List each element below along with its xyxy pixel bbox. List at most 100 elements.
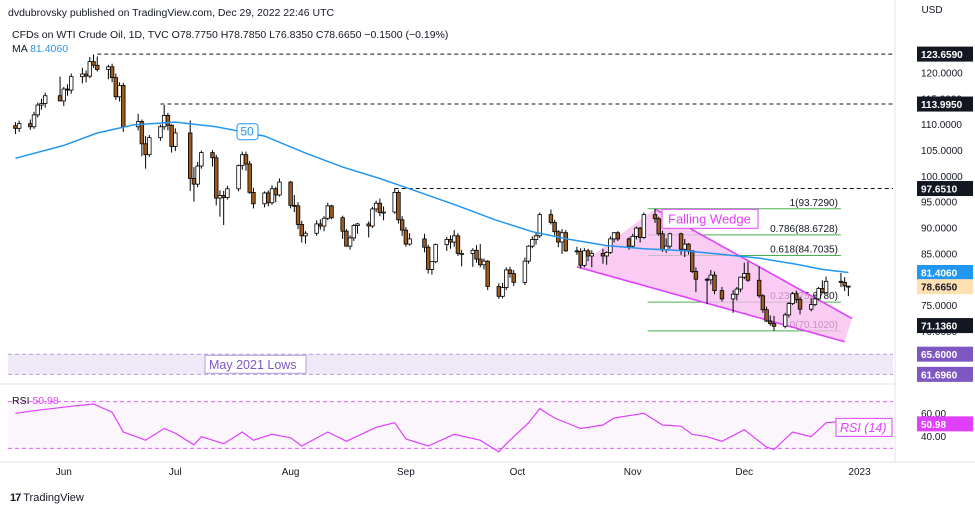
candle-body <box>188 132 193 179</box>
level-price-badge: 113.9950 <box>921 100 963 111</box>
candle-body <box>745 273 751 281</box>
candle-body <box>846 285 851 288</box>
candle-body <box>611 232 617 240</box>
candle-body <box>448 239 453 243</box>
candle-body <box>91 61 96 66</box>
candle-body <box>199 152 204 167</box>
candle-body <box>225 188 230 198</box>
tradingview-brand[interactable]: 17 TradingView <box>10 492 84 504</box>
ma-legend[interactable]: MA 81.4060 <box>12 43 68 55</box>
candle-body <box>533 235 539 240</box>
candle-body <box>347 237 353 247</box>
candle-body <box>351 225 357 239</box>
candle-body <box>266 192 271 204</box>
time-axis-label: 2023 <box>848 467 871 478</box>
candle-body <box>507 269 513 274</box>
level-price-badge: 97.6510 <box>921 185 958 196</box>
candle-body <box>600 253 606 257</box>
candle-body <box>615 232 621 240</box>
candle-body <box>407 238 412 245</box>
rsi-badge-bg <box>917 416 973 432</box>
candle-body <box>808 304 814 310</box>
candle-body <box>161 114 167 128</box>
support-high-badge-bg <box>917 346 973 362</box>
candle-body <box>537 214 542 237</box>
support-zone-label-box <box>204 354 307 374</box>
candle-body <box>734 288 740 295</box>
candle-body <box>771 323 777 327</box>
candle-body <box>87 61 93 77</box>
candle-body <box>399 219 405 231</box>
candle-body <box>838 280 844 283</box>
candle-body <box>28 123 33 128</box>
candle-body <box>344 230 349 247</box>
candle-body <box>485 260 490 287</box>
candle-body <box>764 309 769 322</box>
candle-body <box>630 235 635 247</box>
wedge-label: Falling Wedge <box>668 211 751 226</box>
candle-body <box>355 223 360 226</box>
candle-body <box>288 181 293 206</box>
candle-body <box>474 249 479 260</box>
candle-body <box>742 273 747 278</box>
time-axis-label: Nov <box>624 467 642 478</box>
candle-body <box>422 238 427 248</box>
candle-body <box>243 154 249 165</box>
fib-level-label: 0.618(84.7035) <box>770 244 838 255</box>
candle-body <box>377 202 383 213</box>
price-badge-bg <box>917 264 973 280</box>
candle-body <box>214 157 219 199</box>
candle-body <box>530 239 535 247</box>
candle-body <box>31 114 37 128</box>
candle-body <box>496 286 502 297</box>
tradingview-logo-icon: 17 <box>10 492 21 504</box>
candle-body <box>236 165 241 190</box>
candle-body <box>106 66 111 70</box>
price-tick-label: 75.0000 <box>921 301 958 312</box>
candle-body <box>269 188 275 204</box>
candle-body <box>693 271 699 280</box>
ma-legend-label: MA <box>12 43 28 55</box>
candle-body <box>563 232 568 252</box>
candle-body <box>444 239 449 246</box>
candle-body <box>470 249 476 254</box>
candle-body <box>247 163 252 193</box>
candle-body <box>782 314 788 327</box>
candle-body <box>786 303 792 316</box>
rsi-badge: 50.98 <box>921 420 946 431</box>
candle-body <box>42 95 48 104</box>
price-tick-label: 95.0000 <box>921 198 958 209</box>
support-zone <box>8 354 893 375</box>
candle-body <box>318 223 323 227</box>
candle-body <box>756 279 762 297</box>
rsi-name-label: RSI (14) <box>840 421 887 435</box>
publisher-line: dvdubrovsky published on TradingView.com… <box>8 7 335 19</box>
candle-body <box>35 104 40 116</box>
candle-body <box>396 192 401 221</box>
candle-body <box>57 95 63 102</box>
candle-body <box>574 250 580 253</box>
candle-body <box>321 217 327 227</box>
candle-body <box>95 64 100 70</box>
symbol-ohlc-line: CFDs on WTI Crude Oil, 1D, TVC O78.7750 … <box>12 29 449 41</box>
level-price-badge-bg <box>917 181 973 197</box>
candle-body <box>381 211 386 214</box>
rsi-tick-label: 40.00 <box>921 432 946 443</box>
rsi-legend[interactable]: RSI 50.98 <box>12 395 59 407</box>
candle-body <box>262 192 267 205</box>
candle-body <box>797 299 803 310</box>
candle-body <box>452 235 457 243</box>
candle-body <box>251 192 256 205</box>
ma-legend-value: 81.4060 <box>30 43 69 55</box>
candle-body <box>195 165 200 185</box>
candle-body <box>504 269 509 288</box>
candle-body <box>478 258 483 266</box>
candle-body <box>455 235 461 254</box>
candle-body <box>712 274 717 292</box>
price-badge: 81.4060 <box>921 268 958 279</box>
wedge-lower-line <box>576 266 845 343</box>
level-price-badge-bg <box>917 96 973 112</box>
price-tick-label: 120.0000 <box>921 69 963 80</box>
candle-body <box>589 253 595 257</box>
